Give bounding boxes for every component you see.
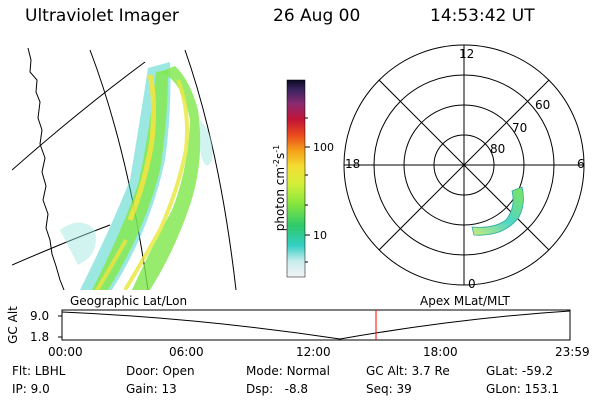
colorbar xyxy=(286,79,310,278)
info-door: Door: Open xyxy=(126,364,195,378)
altitude-plot xyxy=(58,309,571,341)
info-seq: Seq: 39 xyxy=(366,382,412,396)
date-label: 26 Aug 00 xyxy=(273,6,361,26)
info-ip: IP: 9.0 xyxy=(12,382,50,396)
altitude-ytick-1-8: 1.8 xyxy=(30,330,50,344)
time-tick-2359: 23:59 xyxy=(555,345,590,359)
parallel-line xyxy=(12,224,111,266)
time-tick-1200: 12:00 xyxy=(296,345,331,359)
geographic-panel xyxy=(12,47,237,290)
colorbar-unit-label: photon cm-2s-1 xyxy=(272,144,287,232)
meridian-line xyxy=(89,49,149,290)
altitude-ytick-9: 9.0 xyxy=(30,309,50,323)
info-dsp: Dsp: -8.8 xyxy=(246,382,309,396)
lat-label-70: 70 xyxy=(512,121,528,135)
coastline xyxy=(27,47,65,290)
altitude-axis-label: GC Alt xyxy=(5,306,20,344)
info-glon: GLon: 153.1 xyxy=(486,382,559,396)
app-title: Ultraviolet Imager xyxy=(25,6,179,26)
colorbar-tick-label-100: 100 xyxy=(313,141,334,154)
meridian-line xyxy=(184,49,237,290)
geographic-panel-label: Geographic Lat/Lon xyxy=(70,294,188,308)
info-mode: Mode: Normal xyxy=(246,364,330,378)
altitude-curve xyxy=(61,310,571,340)
polar-panel-label: Apex MLat/MLT xyxy=(420,294,510,308)
mlt-label-6: 6 xyxy=(577,157,585,171)
aurora-emission xyxy=(60,62,213,290)
mlt-label-12: 12 xyxy=(459,47,475,61)
time-tick-0000: 00:00 xyxy=(48,345,83,359)
time-label: 14:53:42 UT xyxy=(430,6,535,26)
auroral-oval xyxy=(471,186,524,236)
info-filter: Flt: LBHL xyxy=(12,364,66,378)
time-tick-0600: 06:00 xyxy=(169,345,204,359)
mlt-label-0: 0 xyxy=(468,277,476,291)
altitude-plot-frame xyxy=(61,309,571,341)
polar-plot xyxy=(343,44,585,286)
info-gc-alt: GC Alt: 3.7 Re xyxy=(366,364,450,378)
info-glat: GLat: -59.2 xyxy=(486,364,553,378)
polar-diagonal xyxy=(378,79,550,251)
parallel-line xyxy=(12,61,146,171)
lat-label-60: 60 xyxy=(535,98,551,112)
mlt-label-18: 18 xyxy=(345,157,361,171)
lat-label-80: 80 xyxy=(490,142,506,156)
colorbar-tick-label-10: 10 xyxy=(313,229,327,242)
colorbar-gradient xyxy=(286,79,306,278)
info-gain: Gain: 13 xyxy=(126,382,177,396)
time-tick-1800: 18:00 xyxy=(423,345,458,359)
